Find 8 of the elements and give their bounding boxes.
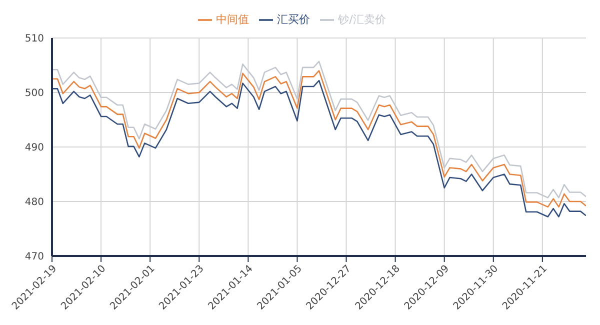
- y-tick-label: 480: [24, 197, 44, 208]
- legend-label: 钞/汇卖价: [338, 13, 386, 26]
- y-tick-label: 490: [24, 142, 44, 154]
- legend-label: 汇买价: [277, 13, 310, 26]
- legend-label: 中间值: [216, 13, 250, 26]
- y-tick-label: 470: [24, 252, 44, 263]
- y-tick-label: 500: [24, 88, 44, 100]
- y-tick-label: 510: [24, 34, 44, 45]
